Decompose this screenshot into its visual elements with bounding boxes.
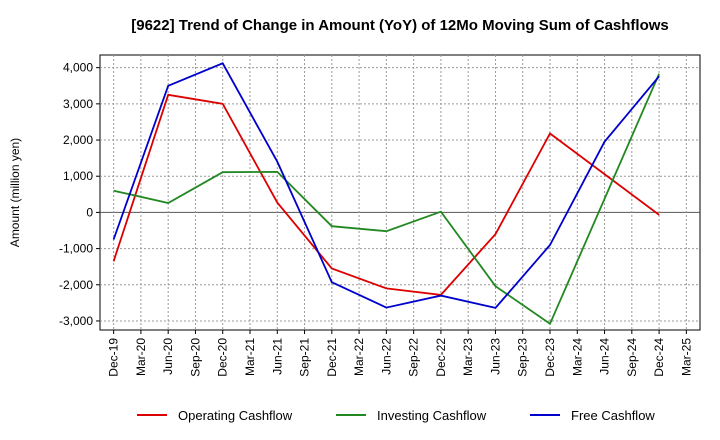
x-tick-label: Mar-24: [570, 338, 584, 376]
plot-area: [99, 54, 701, 331]
series-line-operating-cashflow: [112, 93, 660, 296]
y-axis-label: Amount (million yen): [8, 138, 22, 247]
x-tick-label: Mar-21: [243, 338, 257, 376]
y-tick-label: 1,000: [63, 169, 93, 183]
x-tick-label: Sep-23: [516, 338, 530, 377]
x-tick-label: Sep-22: [407, 338, 421, 377]
x-tick-label: Mar-25: [679, 338, 693, 376]
y-tick-label: 4,000: [63, 61, 93, 75]
series-lines: [112, 62, 660, 326]
y-tick-label: 0: [86, 205, 93, 219]
grid: [100, 55, 700, 330]
x-tick-label: Dec-24: [652, 338, 666, 377]
x-tick-label: Dec-23: [543, 338, 557, 377]
x-tick-label: Dec-20: [216, 338, 230, 377]
legend-label-operating-cashflow: Operating Cashflow: [178, 408, 293, 423]
y-tick-label: -2,000: [59, 278, 93, 292]
x-tick-label: Dec-22: [434, 338, 448, 377]
y-tick-label: 2,000: [63, 133, 93, 147]
x-tick-label: Jun-24: [598, 338, 612, 375]
series-line-free-cashflow: [112, 62, 660, 309]
x-tick-label: Dec-19: [107, 338, 121, 377]
x-axis: Dec-19 Mar-20 Jun-20 Sep-20 Dec-20 Mar-21 Jun-…: [107, 330, 693, 377]
chart-title: [9622] Trend of Change in Amount (YoY) o…: [131, 17, 669, 34]
x-tick-label: Mar-22: [352, 338, 366, 376]
legend-label-free-cashflow: Free Cashflow: [571, 408, 655, 423]
y-tick-label: -3,000: [59, 314, 93, 328]
x-tick-label: Jun-23: [488, 338, 502, 375]
y-tick-label: -1,000: [59, 242, 93, 256]
x-tick-label: Mar-20: [134, 338, 148, 376]
x-tick-label: Jun-22: [379, 338, 393, 375]
x-tick-label: Sep-20: [188, 338, 202, 377]
x-tick-label: Jun-20: [161, 338, 175, 375]
x-tick-label: Sep-21: [298, 338, 312, 377]
series-line-investing-cashflow: [113, 73, 660, 326]
legend: Operating Cashflow Investing Cashflow Free…: [137, 408, 655, 423]
x-tick-label: Jun-21: [270, 338, 284, 375]
legend-label-investing-cashflow: Investing Cashflow: [377, 408, 487, 423]
y-tick-label: 3,000: [63, 97, 93, 111]
x-tick-label: Mar-23: [461, 338, 475, 376]
x-tick-label: Sep-24: [625, 338, 639, 377]
x-tick-label: Dec-21: [325, 338, 339, 377]
y-axis: 4,000 3,000 2,000 1,000 0 -1,000 -2,000 -3,000: [59, 61, 100, 328]
